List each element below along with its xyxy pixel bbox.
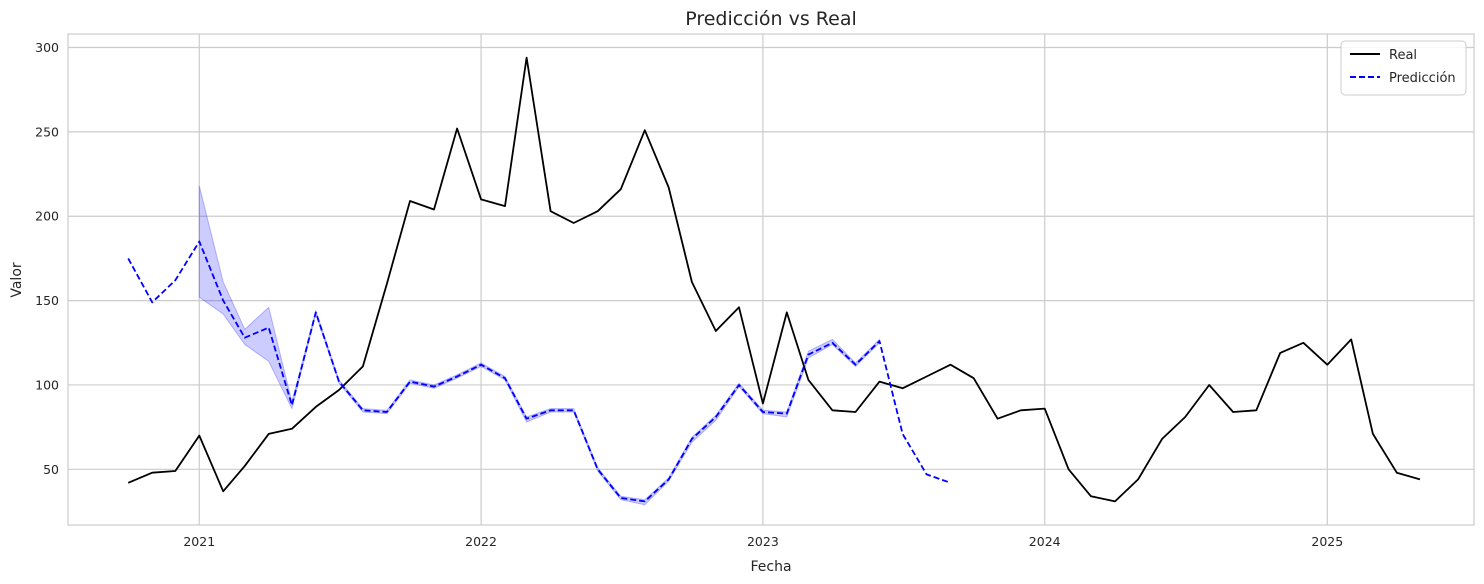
- legend: Real Predicción: [1340, 40, 1467, 96]
- y-tick-label: 50: [43, 462, 59, 477]
- x-axis-label: Fecha: [750, 559, 791, 575]
- x-tick-label: 2025: [1311, 534, 1343, 549]
- y-axis-label: Valor: [9, 262, 25, 298]
- y-tick-label: 200: [35, 209, 59, 224]
- y-tick-label: 150: [35, 293, 59, 308]
- x-tick-label: 2023: [747, 534, 779, 549]
- series-line-prediccion: [127, 240, 951, 503]
- y-tick-label: 250: [35, 124, 59, 139]
- y-axis-ticks: 50 100 150 200 250 300: [35, 40, 59, 477]
- plot-frame: [67, 33, 1475, 526]
- gridlines: [68, 34, 1474, 525]
- x-axis-ticks: 2021 2022 2023 2024 2025: [183, 534, 1343, 549]
- series-layer: [127, 56, 1421, 503]
- legend-label-real: Real: [1389, 48, 1417, 63]
- x-tick-label: 2022: [465, 534, 497, 549]
- legend-label-prediccion: Predicción: [1389, 71, 1456, 86]
- y-tick-label: 300: [35, 40, 59, 55]
- chart-title: Predicción vs Real: [685, 8, 857, 30]
- y-tick-label: 100: [35, 377, 59, 392]
- x-tick-label: 2021: [183, 534, 215, 549]
- x-tick-label: 2024: [1029, 534, 1061, 549]
